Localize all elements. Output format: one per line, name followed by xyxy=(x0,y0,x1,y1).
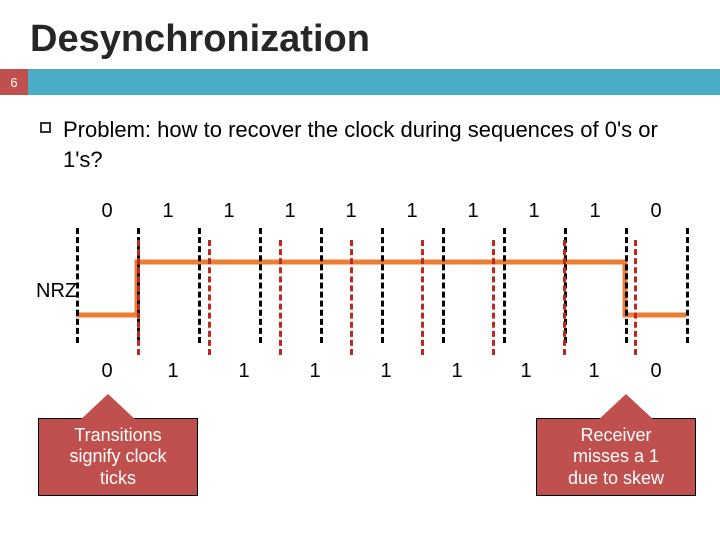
accent-bar xyxy=(28,69,720,95)
receiver-bit: 0 xyxy=(650,360,661,383)
callout-transitions: Transitionssignify clockticks xyxy=(38,418,198,498)
nrz-label: NRZ xyxy=(36,280,77,303)
receiver-sample-tick xyxy=(634,240,637,355)
clock-tick xyxy=(198,228,201,343)
clock-tick xyxy=(381,228,384,343)
header-bar: 6 xyxy=(0,69,720,95)
clock-tick xyxy=(259,228,262,343)
bullet-text: Problem: how to recover the clock during… xyxy=(63,115,680,174)
content-area: Problem: how to recover the clock during… xyxy=(0,95,720,174)
receiver-sample-tick xyxy=(350,240,353,355)
bullet-square-icon xyxy=(40,122,51,133)
receiver-bit: 1 xyxy=(167,360,178,383)
callout-receiver-miss: Receivermisses a 1due to skew xyxy=(536,418,696,498)
callout-pointer-icon xyxy=(596,394,656,422)
clock-tick xyxy=(625,228,628,343)
receiver-bit: 1 xyxy=(238,360,249,383)
nrz-diagram: 0111111110 NRZ 011111110 Transitionssign… xyxy=(38,200,698,500)
clock-tick xyxy=(76,228,79,343)
receiver-bit: 1 xyxy=(520,360,531,383)
clock-tick xyxy=(503,228,506,343)
callout-box: Receivermisses a 1due to skew xyxy=(536,418,696,496)
receiver-sample-tick xyxy=(208,240,211,355)
callout-line: Transitions xyxy=(45,425,191,447)
clock-tick xyxy=(320,228,323,343)
callout-line: ticks xyxy=(45,468,191,490)
callout-pointer-icon xyxy=(78,394,138,422)
page-number-box: 6 xyxy=(0,69,28,95)
receiver-bit: 1 xyxy=(380,360,391,383)
callout-line: misses a 1 xyxy=(543,446,689,468)
receiver-bit: 1 xyxy=(588,360,599,383)
callout-line: Receiver xyxy=(543,425,689,447)
receiver-sample-tick xyxy=(137,240,140,355)
page-number: 6 xyxy=(10,75,17,90)
receiver-sample-tick xyxy=(279,240,282,355)
receiver-bit: 0 xyxy=(101,360,112,383)
receiver-sample-tick xyxy=(421,240,424,355)
bullet-item: Problem: how to recover the clock during… xyxy=(40,115,680,174)
receiver-sample-tick xyxy=(563,240,566,355)
callout-line: due to skew xyxy=(543,468,689,490)
page-title: Desynchronization xyxy=(0,0,720,69)
clock-tick xyxy=(442,228,445,343)
receiver-sample-tick xyxy=(492,240,495,355)
clock-tick xyxy=(686,228,689,343)
callout-box: Transitionssignify clockticks xyxy=(38,418,198,496)
callout-line: signify clock xyxy=(45,446,191,468)
receiver-bit: 1 xyxy=(309,360,320,383)
receiver-bit: 1 xyxy=(451,360,462,383)
